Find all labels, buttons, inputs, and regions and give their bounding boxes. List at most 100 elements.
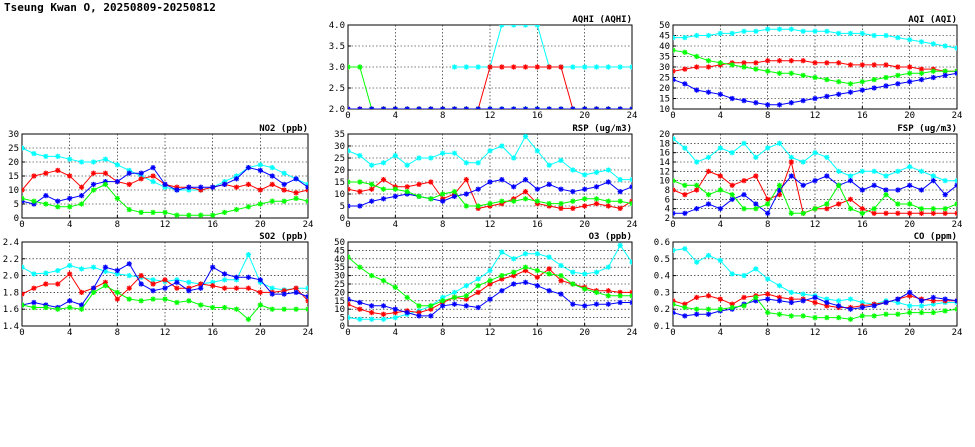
data-point [534,251,540,257]
data-point [357,299,363,306]
data-point [930,178,936,184]
data-point [475,203,481,209]
chart-title: AQHI (AQHI) [572,15,632,25]
data-point [348,179,351,185]
data-point [570,189,576,195]
y-tick-label: 25 [659,74,670,84]
data-point [753,206,759,212]
y-tick-label: 0.1 [654,322,670,332]
data-point [475,304,481,311]
series-group [22,252,308,322]
data-point [629,299,632,306]
data-point [717,30,723,36]
data-point [918,309,925,316]
y-tick-label: 5 [340,202,345,212]
data-point [907,210,913,216]
x-tick-label: 12 [160,328,171,338]
data-point [348,64,351,70]
data-point [741,98,747,104]
data-point [753,28,759,34]
data-point [293,306,299,312]
data-point [871,168,877,174]
data-point [522,134,529,139]
x-tick-label: 4 [718,220,723,230]
data-point [257,187,263,193]
data-point [605,106,611,109]
data-point [369,309,375,316]
data-point [895,35,901,41]
data-point [617,242,623,248]
data-point [729,95,735,102]
data-point [558,186,564,192]
data-point [102,156,109,162]
data-point [210,184,216,190]
data-point [186,212,192,218]
data-point [546,254,552,260]
data-point [682,81,688,87]
data-point [440,298,446,304]
data-point [765,201,771,207]
y-tick-label: 8 [665,186,670,196]
y-tick-label: 30 [334,142,345,152]
data-point [617,106,623,109]
data-point [812,95,818,102]
data-point [753,266,759,272]
data-point [895,81,901,87]
x-tick-label: 16 [857,111,868,121]
x-tick-label: 16 [857,328,868,338]
data-point [31,304,37,311]
data-point [416,106,422,109]
data-point [357,203,363,209]
data-point [380,160,387,166]
data-point [570,198,576,204]
data-point [682,304,688,311]
data-point [22,302,25,308]
data-point [918,206,925,212]
data-point [475,186,481,192]
data-point [582,64,588,70]
data-point [67,304,73,311]
data-point [954,210,957,216]
data-point [800,58,806,64]
data-point [114,195,120,201]
data-point [392,186,398,192]
data-point [918,70,925,76]
chart-panel-5: 0 4 8 12 16 20 24 1.4 1.6 1.8 2.0 2.2 2.4 SO2 (ppb) [3,232,314,338]
data-point [558,64,564,70]
data-point [451,294,458,301]
chart-title: CO (ppm) [914,232,957,242]
data-point [788,100,794,106]
data-point [812,28,818,34]
data-point [138,209,144,215]
y-tick-label: 15 [334,297,345,307]
data-point [918,39,925,45]
data-point [162,277,168,283]
data-point [694,311,700,317]
data-point [673,77,676,83]
data-point [305,198,308,204]
data-point [673,301,676,307]
data-point [582,172,588,178]
data-point [918,210,925,216]
data-point [546,162,552,168]
data-point [558,205,564,211]
data-point [22,264,25,270]
data-point [487,179,493,185]
data-point [694,159,700,165]
data-point [511,64,517,70]
y-tick-label: 5 [340,314,345,324]
data-point [293,190,299,196]
x-tick-label: 0 [19,220,24,230]
x-tick-label: 12 [810,328,821,338]
data-point [673,136,676,142]
data-point [812,315,818,321]
data-point [428,155,434,161]
y-tick-label: 25 [334,280,345,290]
data-point [369,181,375,187]
data-point [162,181,168,187]
data-point [859,30,865,36]
data-point [942,192,948,198]
data-point [717,173,723,179]
x-tick-label: 20 [904,328,915,338]
data-point [162,285,168,291]
